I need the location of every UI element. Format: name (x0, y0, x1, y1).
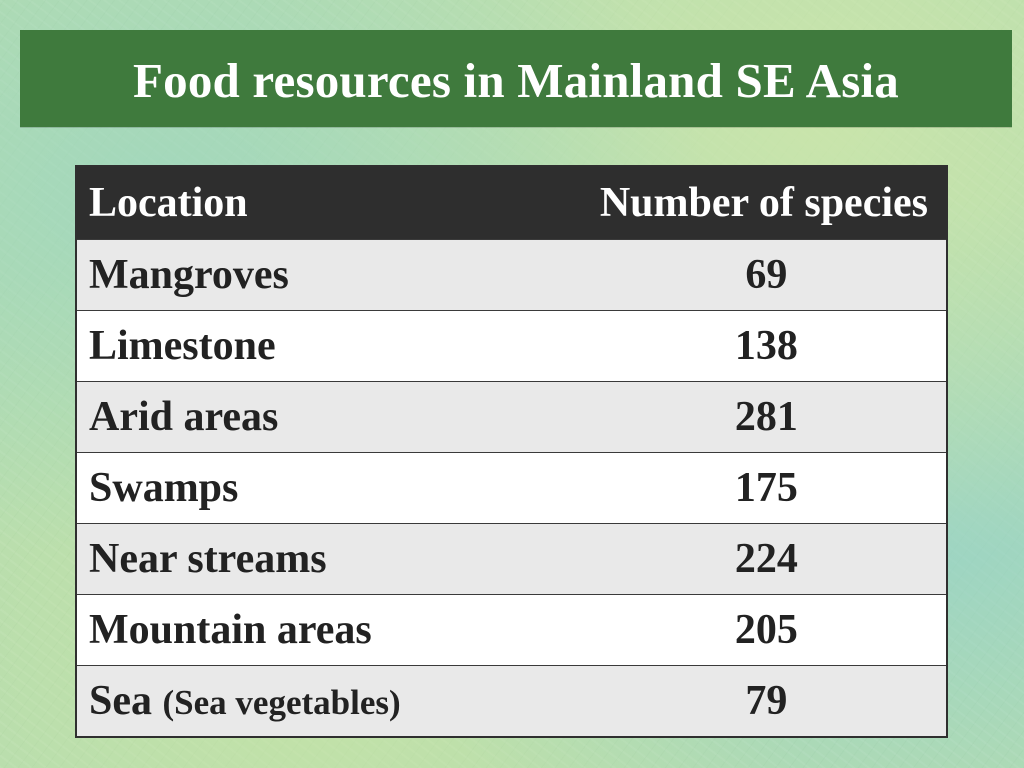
location-name: Near streams (89, 535, 327, 582)
table-header-row: Location Number of species (77, 167, 946, 239)
location-name: Sea (89, 677, 152, 724)
table-row: Mountain areas 205 (77, 594, 946, 665)
location-cell: Mangroves (77, 239, 497, 310)
table-row: Arid areas 281 (77, 381, 946, 452)
location-name: Swamps (89, 464, 239, 511)
location-cell: Limestone (77, 310, 497, 381)
location-name: Mountain areas (89, 606, 372, 653)
location-cell: Arid areas (77, 381, 497, 452)
species-table-grid: Location Number of species Mangroves 69 … (77, 167, 946, 736)
location-name: Mangroves (89, 251, 289, 298)
header-location: Location (89, 179, 248, 226)
location-cell: Swamps (77, 452, 497, 523)
table-row: Swamps 175 (77, 452, 946, 523)
location-note: (Sea vegetables) (162, 682, 401, 722)
species-count-cell: 69 (745, 251, 788, 298)
species-count-cell: 79 (745, 677, 788, 724)
table-row: Limestone 138 (77, 310, 946, 381)
table-row: Near streams 224 (77, 523, 946, 594)
location-cell: Near streams (77, 523, 497, 594)
species-count-cell: 281 (734, 393, 798, 440)
species-count-cell: 205 (734, 606, 798, 653)
species-count-cell: 138 (734, 322, 798, 369)
header-number-of-species: Number of species (599, 179, 928, 226)
slide-title: Food resources in Mainland SE Asia (133, 53, 899, 108)
table-row: Mangroves 69 (77, 239, 946, 310)
location-cell: Mountain areas (77, 594, 497, 665)
table-row: Sea (Sea vegetables) 79 (77, 665, 946, 736)
species-count-cell: 224 (734, 535, 798, 582)
location-cell: Sea (Sea vegetables) (77, 665, 497, 736)
location-name: Arid areas (89, 393, 279, 440)
species-table: Location Number of species Mangroves 69 … (75, 165, 948, 738)
species-count-cell: 175 (734, 464, 798, 511)
location-name: Limestone (89, 322, 276, 369)
title-banner: Food resources in Mainland SE Asia (20, 30, 1012, 127)
